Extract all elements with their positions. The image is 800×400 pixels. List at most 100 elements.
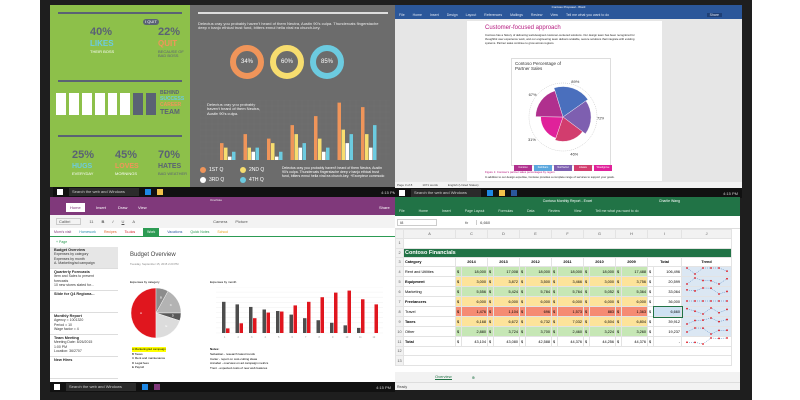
tab-view[interactable]: View — [573, 209, 582, 213]
total-cell[interactable]: 36,000 — [653, 296, 683, 308]
value-cell[interactable]: 2,880 — [461, 326, 488, 338]
tab-file[interactable]: File — [399, 209, 405, 213]
tab-home[interactable]: Home — [412, 13, 422, 17]
value-cell[interactable]: 18,000 — [461, 266, 488, 278]
value-cell[interactable]: 6,000 — [557, 296, 585, 308]
formula-input[interactable]: 6,660 — [476, 219, 740, 225]
add-page-button[interactable]: + Page — [56, 240, 68, 244]
value-cell[interactable]: 3,756 — [621, 276, 649, 288]
category-cell[interactable]: Travel — [403, 306, 456, 318]
value-cell[interactable]: 6,672 — [493, 316, 520, 328]
onenote-icon[interactable] — [154, 384, 160, 390]
sparkline-cell[interactable] — [681, 336, 733, 348]
add-sheet-button[interactable]: ⊕ — [471, 374, 476, 380]
column-header[interactable]: F — [551, 228, 585, 240]
sheet-tab-overview[interactable]: Overview — [435, 374, 452, 380]
column-label[interactable]: 2014 — [455, 256, 488, 268]
camera-button[interactable]: Camera — [213, 219, 228, 224]
value-cell[interactable]: 3,724 — [493, 326, 520, 338]
value-cell[interactable]: 3,500 — [524, 276, 553, 288]
tab-insert[interactable]: Insert — [429, 13, 439, 17]
font-select[interactable]: Calibri — [56, 218, 82, 225]
section-tab[interactable]: Homework — [79, 230, 96, 234]
value-cell[interactable]: 3,260 — [621, 326, 649, 338]
tab-review[interactable]: Review — [548, 209, 560, 213]
value-cell[interactable]: 6,000 — [621, 296, 649, 308]
column-label[interactable]: Trend — [681, 256, 733, 268]
section-tab[interactable]: Mom's visit — [54, 230, 72, 234]
tab-view[interactable]: View — [550, 13, 558, 17]
folder-icon[interactable] — [157, 189, 163, 195]
value-cell[interactable]: 42,588 — [524, 336, 553, 348]
value-cell[interactable]: 44,376 — [621, 336, 649, 348]
folder-icon[interactable] — [499, 190, 505, 196]
sparkline-cell[interactable] — [681, 306, 733, 318]
value-cell[interactable]: 43,104 — [461, 336, 488, 348]
column-header[interactable]: C — [455, 228, 488, 240]
total-cell[interactable]: 6,660 — [652, 305, 683, 318]
edge-icon[interactable] — [487, 190, 493, 196]
category-cell[interactable]: Equipment — [403, 276, 456, 288]
value-cell[interactable]: 44,256 — [589, 336, 617, 348]
value-cell[interactable]: 18,000 — [557, 266, 585, 278]
value-cell[interactable]: 3,000 — [461, 276, 488, 288]
value-cell[interactable]: 5,364 — [621, 286, 649, 298]
underline-button[interactable]: U — [121, 219, 125, 224]
tab-view[interactable]: View — [138, 205, 147, 210]
category-cell[interactable]: Rent and Utilities — [403, 266, 456, 278]
tell-me-box[interactable]: Tell me what you want to do — [595, 209, 639, 213]
tab-mailings[interactable]: Mailings — [510, 13, 523, 17]
value-cell[interactable]: 44,376 — [557, 336, 585, 348]
column-header[interactable]: J — [681, 228, 733, 240]
value-cell[interactable]: 6,000 — [589, 296, 617, 308]
column-label[interactable]: 2009 — [615, 256, 649, 268]
word-icon[interactable] — [511, 190, 517, 196]
tab-page-layout[interactable]: Page Layout — [464, 209, 485, 213]
tab-layout[interactable]: Layout — [465, 13, 477, 17]
italic-button[interactable]: I — [112, 219, 114, 224]
column-label[interactable]: 2010 — [583, 256, 617, 268]
value-cell[interactable]: 3,466 — [557, 276, 585, 288]
tab-draw[interactable]: Draw — [118, 205, 128, 210]
value-cell[interactable]: 1,104 — [493, 306, 520, 318]
value-cell[interactable]: 5,052 — [589, 286, 617, 298]
tab-review[interactable]: Review — [530, 13, 543, 17]
tab-formulas[interactable]: Formulas — [498, 209, 513, 213]
value-cell[interactable]: 1,476 — [461, 306, 488, 318]
column-label[interactable]: Category — [403, 256, 456, 268]
tell-me-box[interactable]: Tell me what you want to do — [565, 13, 610, 17]
tab-design[interactable]: Design — [446, 13, 458, 17]
picture-button[interactable]: Picture — [235, 219, 248, 224]
value-cell[interactable]: 6,000 — [461, 296, 488, 308]
sparkline-cell[interactable] — [681, 276, 733, 288]
value-cell[interactable]: 17,008 — [493, 266, 520, 278]
font-color-button[interactable]: A — [132, 219, 136, 224]
value-cell[interactable]: 6,804 — [621, 316, 649, 328]
category-cell[interactable]: Taxes — [403, 316, 456, 328]
value-cell[interactable]: 43,080 — [493, 336, 520, 348]
value-cell[interactable]: 5,424 — [493, 286, 520, 298]
tab-file[interactable]: File — [399, 13, 405, 17]
value-cell[interactable]: 5,556 — [461, 286, 488, 298]
section-tab[interactable]: Recipes — [103, 230, 117, 234]
sheet-title[interactable]: Contoso Financials — [402, 247, 733, 258]
value-cell[interactable]: 7,032 — [557, 316, 585, 328]
section-tab[interactable]: Work — [143, 228, 160, 236]
share-button[interactable]: Share — [379, 205, 390, 210]
edge-icon[interactable] — [145, 189, 151, 195]
spreadsheet-grid[interactable]: A C D E F G H I J 1 2 Contoso Financials 3 Category 20… — [395, 228, 733, 366]
share-button[interactable]: Share — [706, 13, 722, 17]
value-cell[interactable]: 18,000 — [524, 266, 553, 278]
value-cell[interactable]: 3,872 — [493, 276, 520, 288]
value-cell[interactable]: 6,168 — [461, 316, 488, 328]
value-cell[interactable]: 6,000 — [493, 296, 520, 308]
column-header[interactable]: G — [583, 228, 617, 240]
column-label[interactable]: 2011 — [551, 256, 585, 268]
category-cell[interactable]: Freelancers — [403, 296, 456, 308]
section-tab[interactable]: School — [217, 230, 229, 234]
tab-home[interactable]: Home — [418, 209, 428, 213]
start-icon[interactable] — [399, 190, 405, 196]
language[interactable]: English (United States) — [447, 183, 479, 187]
start-icon[interactable] — [57, 189, 63, 195]
category-cell[interactable]: Total — [403, 336, 456, 348]
